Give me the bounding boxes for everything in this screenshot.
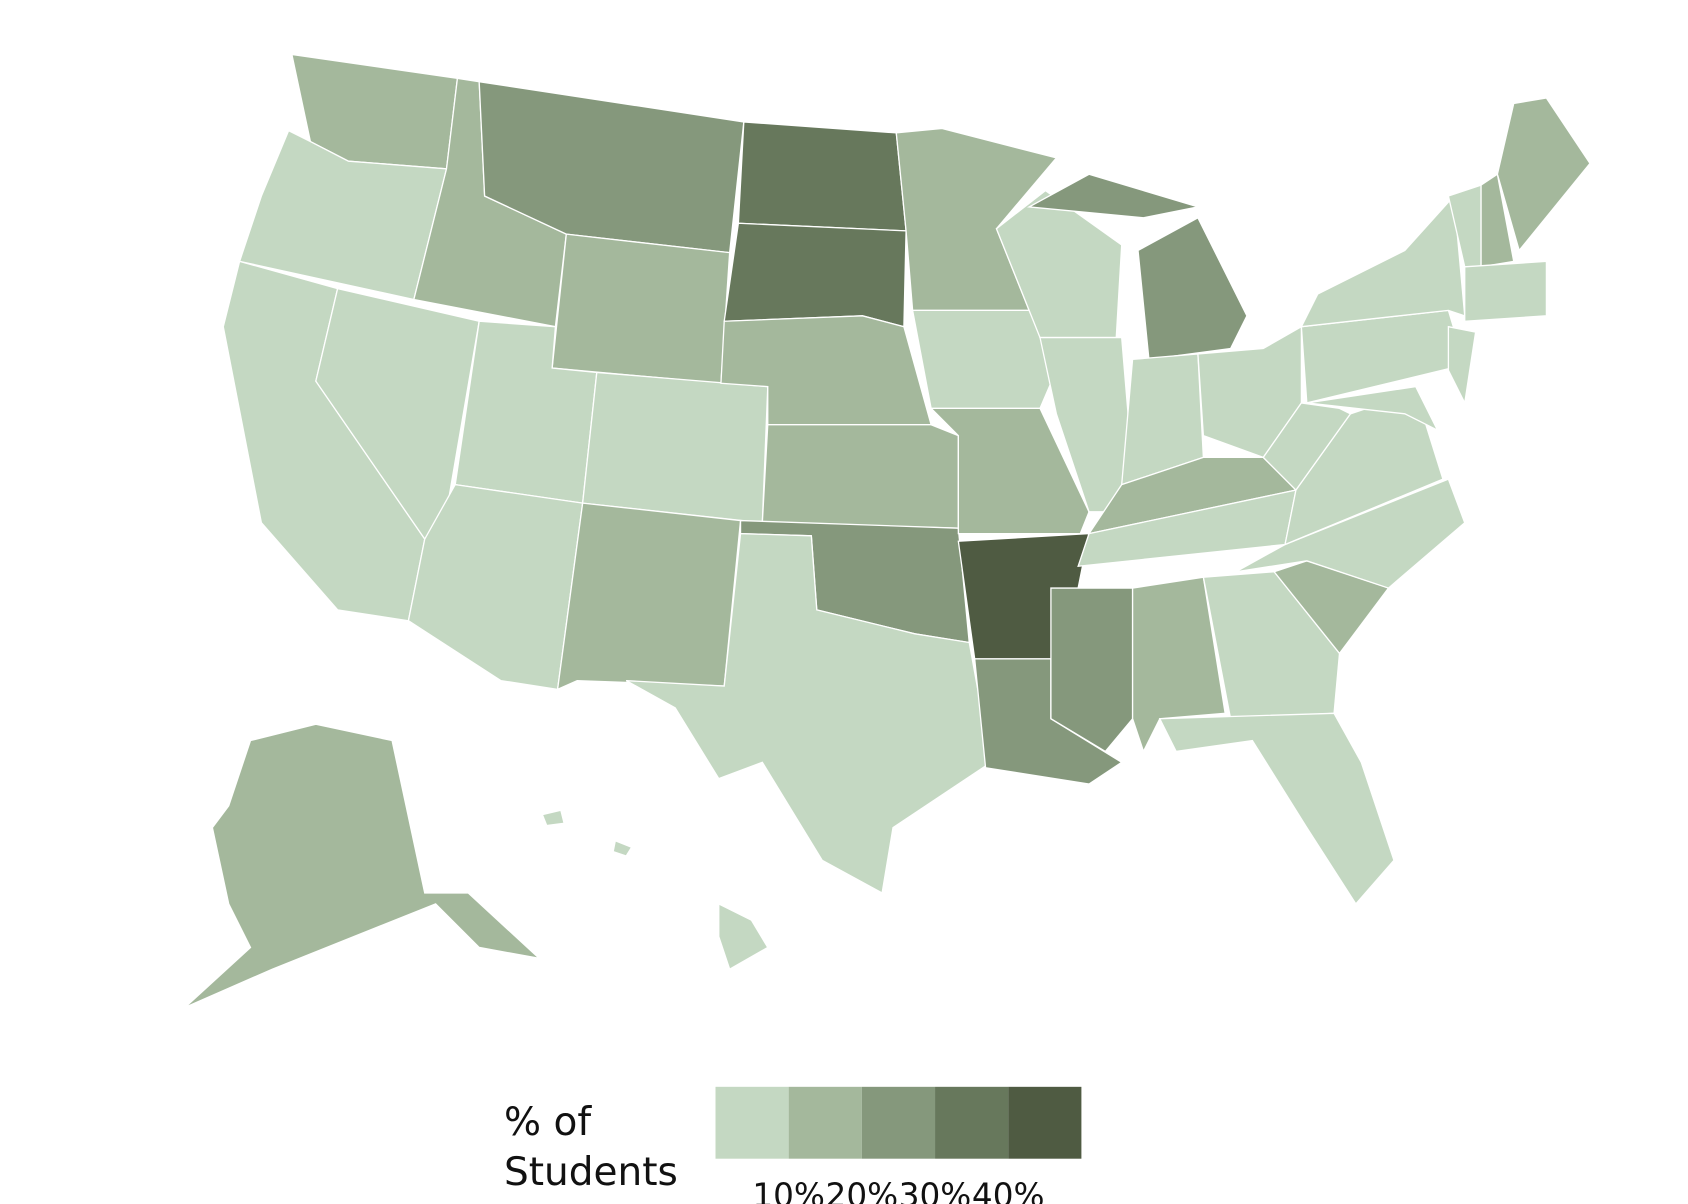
state <box>1050 587 1134 753</box>
state <box>1464 260 1548 322</box>
legend-swatch <box>1008 1086 1082 1159</box>
legend: 10% 20% 30% 40% <box>715 1086 1082 1204</box>
state <box>1202 571 1341 720</box>
legend-swatch <box>935 1086 1009 1159</box>
state <box>1480 173 1515 268</box>
state <box>1447 325 1477 406</box>
state <box>551 233 731 385</box>
legend-tick-label: 20% <box>826 1177 899 1204</box>
state <box>723 222 907 328</box>
state <box>1496 97 1591 252</box>
state <box>581 371 769 524</box>
legend-swatch <box>788 1086 862 1159</box>
state <box>718 902 769 971</box>
state <box>1235 478 1466 589</box>
state <box>184 723 542 1008</box>
state <box>612 839 633 857</box>
state <box>1262 402 1352 492</box>
state <box>556 502 742 691</box>
legend-tick-label: 10% <box>752 1177 825 1204</box>
legend-swatch <box>715 1086 789 1159</box>
state <box>1306 385 1439 432</box>
state <box>737 121 907 232</box>
legend-tick-label: 30% <box>899 1177 972 1204</box>
states <box>184 53 1591 1008</box>
legend-title: % of Students <box>504 1100 678 1195</box>
state <box>1158 712 1395 905</box>
state <box>1026 173 1248 361</box>
legend-swatch <box>861 1086 936 1159</box>
state <box>1300 194 1466 328</box>
state <box>541 809 565 827</box>
legend-tick-label: 40% <box>972 1177 1045 1204</box>
state <box>911 309 1058 410</box>
state <box>761 424 959 529</box>
